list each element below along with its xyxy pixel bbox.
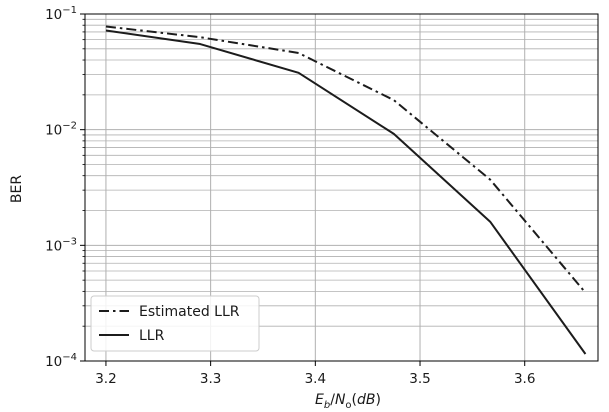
y-tick-mantissa: 10: [45, 7, 62, 23]
legend-label: Estimated LLR: [139, 304, 240, 320]
y-tick-label: 10−2: [45, 121, 77, 139]
y-tick-exponent: −3: [62, 236, 77, 247]
y-tick-exponent: −1: [62, 5, 77, 16]
x-tick-label: 3.6: [514, 371, 535, 387]
y-tick-label: 10−1: [45, 5, 77, 23]
y-tick-mantissa: 10: [45, 238, 62, 254]
x-tick-label: 3.4: [305, 371, 326, 387]
y-axis-label: BER: [9, 175, 25, 203]
axis-ticks: 3.2 3.3 3.4 3.5 3.610−110−210−310−4: [45, 5, 535, 387]
y-tick-exponent: −4: [62, 352, 77, 363]
y-tick-label: 10−3: [45, 236, 77, 254]
x-tick-label: 3.2: [95, 371, 116, 387]
series-line-llr: [105, 29, 587, 355]
x-tick-label: 3.3: [200, 371, 221, 387]
series-line-estimated-llr: [105, 25, 587, 294]
y-tick-mantissa: 10: [45, 354, 62, 370]
y-tick-label: 10−4: [45, 352, 77, 370]
y-tick-mantissa: 10: [45, 123, 62, 139]
legend: Estimated LLR LLR: [90, 295, 260, 352]
legend-label: LLR: [139, 328, 165, 344]
x-tick-label: 3.5: [409, 371, 430, 387]
y-tick-exponent: −2: [62, 121, 77, 132]
legend-box: [90, 295, 260, 352]
plot-frame: [84, 13, 599, 362]
series-layer: [105, 25, 587, 355]
x-axis-label: Eb/No(dB): [315, 392, 381, 411]
